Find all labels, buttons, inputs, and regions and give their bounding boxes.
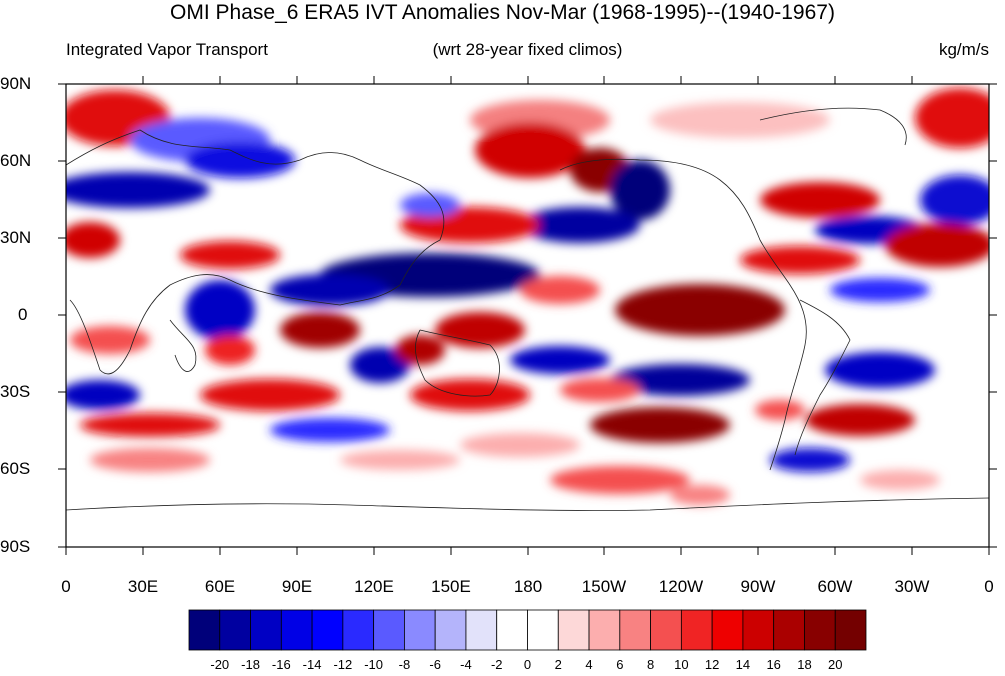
colorbar-swatch: [804, 609, 836, 651]
colorbar-swatch: [311, 609, 344, 651]
lat-label-30s: 30S: [0, 382, 31, 401]
lat-label-eq: 0: [18, 305, 28, 324]
colorbar-tick-label: -20: [210, 657, 230, 672]
colorbar-tick-label: 20: [827, 657, 843, 672]
colorbar-tick-label: -6: [429, 657, 441, 672]
colorbar-tick-label: -12: [333, 657, 353, 672]
colorbar: [188, 609, 867, 651]
colorbar-swatch: [434, 609, 467, 651]
lon-label-60w: 60W: [817, 577, 853, 596]
colorbar-tick-label: 14: [735, 657, 751, 672]
colorbar-swatch: [527, 609, 559, 651]
lon-label-180: 180: [513, 577, 543, 596]
colorbar-tick-label: -18: [241, 657, 260, 672]
colorbar-tick-label: -2: [490, 657, 503, 672]
colorbar-tick-label: 2: [554, 657, 562, 672]
lon-label-90w: 90W: [740, 577, 776, 596]
colorbar-swatch: [465, 609, 498, 651]
colorbar-swatch: [250, 609, 282, 651]
colorbar-tick-label: 16: [766, 657, 781, 672]
colorbar-swatch: [373, 609, 405, 651]
colorbar-swatch: [742, 609, 775, 651]
colorbar-swatch: [496, 609, 528, 651]
lat-label-90s: 90S: [0, 537, 31, 556]
colorbar-tick-label: 12: [704, 657, 720, 672]
lat-label-90n: 90N: [0, 74, 32, 93]
colorbar-swatch: [650, 609, 682, 651]
colorbar-swatch: [557, 609, 590, 651]
colorbar-swatch: [834, 609, 867, 651]
colorbar-swatch: [280, 609, 313, 651]
lon-label-0: 0: [61, 577, 71, 596]
lon-label-30e: 30E: [127, 577, 159, 596]
colorbar-swatch: [404, 609, 436, 651]
lon-label-120e: 120E: [354, 577, 394, 596]
colorbar-tick-label: 0: [523, 657, 532, 672]
colorbar-tick-label: 8: [646, 657, 655, 672]
lat-label-60n: 60N: [0, 151, 32, 170]
colorbar-swatch: [773, 609, 805, 651]
variable-label: Integrated Vapor Transport: [66, 40, 268, 59]
colorbar-tick-label: 10: [674, 657, 689, 672]
colorbar-swatch: [711, 609, 744, 651]
colorbar-tick-label: 6: [616, 657, 624, 672]
anomaly-field: [66, 88, 989, 505]
lon-label-30w: 30W: [894, 577, 930, 596]
colorbar-swatch: [680, 609, 713, 651]
colorbar-tick-label: 18: [797, 657, 812, 672]
colorbar-tick-label: -8: [398, 657, 411, 672]
lat-label-30n: 30N: [0, 228, 32, 247]
colorbar-tick-label: -4: [460, 657, 472, 672]
colorbar-swatch: [188, 609, 221, 651]
map-title: OMI Phase_6 ERA5 IVT Anomalies Nov-Mar (…: [170, 1, 835, 24]
lat-label-60s: 60S: [0, 459, 31, 478]
tick-marks: [58, 76, 997, 555]
climatology-note: (wrt 28-year fixed climos): [432, 40, 623, 59]
colorbar-tick-label: -14: [302, 657, 322, 672]
lon-label-120w: 120W: [658, 577, 704, 596]
colorbar-swatch: [342, 609, 375, 651]
units-label: kg/m/s: [938, 40, 989, 59]
lon-label-0-end: 0: [984, 577, 994, 596]
colorbar-swatch: [219, 609, 251, 651]
lon-label-90e: 90E: [281, 577, 313, 596]
colorbar-swatch: [619, 609, 651, 651]
coastlines: [66, 107, 989, 511]
colorbar-tick-label: -10: [364, 657, 384, 672]
colorbar-tick-label: -16: [271, 657, 291, 672]
colorbar-tick-label: 4: [585, 657, 593, 672]
colorbar-swatch: [588, 609, 621, 651]
lon-label-60e: 60E: [204, 577, 236, 596]
lon-label-150w: 150W: [581, 577, 627, 596]
lon-label-150e: 150E: [431, 577, 471, 596]
